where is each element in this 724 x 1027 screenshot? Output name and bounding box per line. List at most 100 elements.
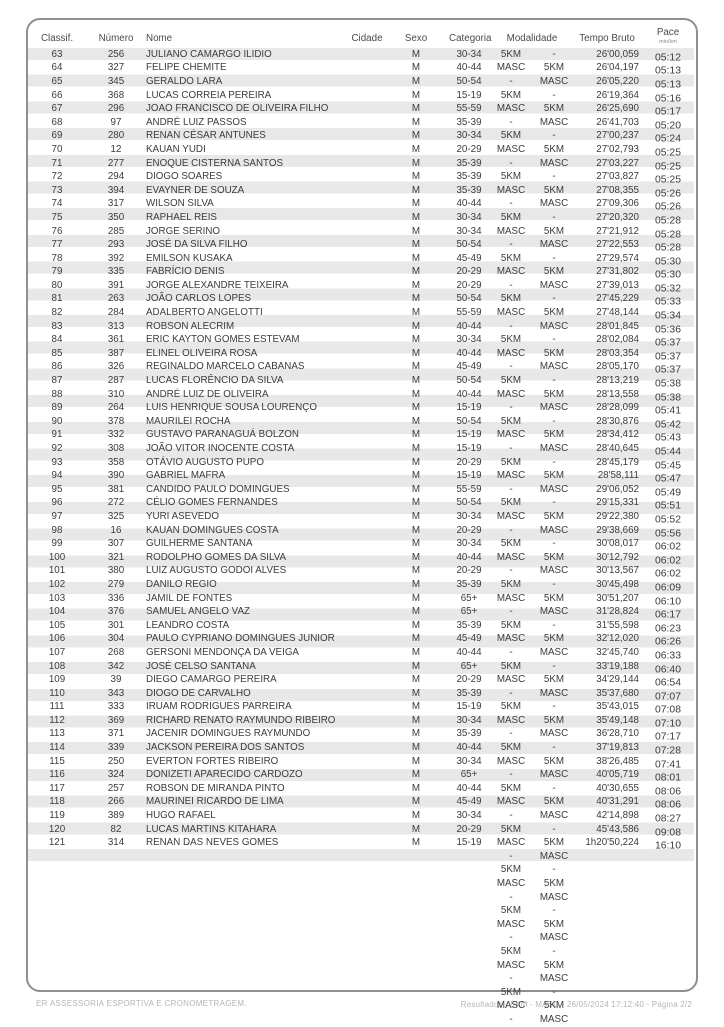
cell-modalidade: MASC 5KM bbox=[489, 511, 575, 523]
header-sexo: Sexo bbox=[404, 33, 428, 44]
cell-modalidade: MASC 5KM bbox=[489, 389, 575, 401]
modalidade-value-right: - bbox=[552, 578, 556, 590]
cell-modalidade: MASC 5KM bbox=[489, 919, 575, 931]
cell-modalidade: 5KM - bbox=[489, 824, 575, 836]
table-row: 89 264 LUIS HENRIQUE SOUSA LOURENÇO M 15-19-… bbox=[28, 401, 694, 417]
cell-sexo: M bbox=[411, 524, 421, 536]
modalidade-value-left: MASC bbox=[496, 592, 526, 604]
results-table: Classif. Número Nome Cidade Sexo Categor… bbox=[28, 18, 694, 1027]
cell-categoria: 15-19 bbox=[456, 470, 482, 482]
modalidade-value-left: MASC bbox=[496, 551, 526, 563]
modalidade-value-right: MASC bbox=[539, 402, 569, 414]
modalidade-value-left: MASC bbox=[496, 1000, 526, 1012]
cell-nome: ANDRÉ LUIZ PASSOS bbox=[146, 116, 247, 128]
cell-modalidade: 5KM - bbox=[489, 49, 575, 61]
modalidade-value-left: MASC bbox=[496, 347, 526, 359]
cell-nome: LUCAS CORREIA PEREIRA bbox=[146, 89, 272, 101]
cell-numero: 277 bbox=[107, 157, 125, 169]
cell-categoria: 15-19 bbox=[456, 429, 482, 441]
cell-pace: 05:56 bbox=[654, 528, 681, 540]
header-modalidade: Modalidade bbox=[506, 33, 558, 44]
cell-categoria: 35-39 bbox=[456, 687, 482, 699]
cell-modalidade: 5KM - bbox=[489, 293, 575, 305]
modalidade-value-right: 5KM bbox=[543, 633, 565, 645]
cell-categoria: 20-29 bbox=[456, 674, 482, 686]
modalidade-value-right: - bbox=[552, 252, 556, 264]
cell-tempo-bruto: 37'19,813 bbox=[596, 742, 639, 754]
modalidade-value-right: MASC bbox=[539, 850, 569, 862]
cell-sexo: M bbox=[411, 307, 421, 319]
modalidade-value-left: - bbox=[509, 320, 513, 332]
cell-numero: 342 bbox=[107, 660, 125, 672]
modalidade-value-right: MASC bbox=[539, 973, 569, 985]
cell-numero: 263 bbox=[107, 293, 125, 305]
cell-numero: 335 bbox=[107, 266, 125, 278]
modalidade-value-right: - bbox=[552, 945, 556, 957]
cell-categoria: 45-49 bbox=[456, 361, 482, 373]
cell-numero: 82 bbox=[110, 823, 122, 835]
table-row: 106 304 PAULO CYPRIANO DOMINGUES JUNIOR M 45… bbox=[28, 633, 694, 648]
cell-sexo: M bbox=[411, 470, 421, 482]
table-row: 102 279 DANILO REGIO M 35-39 5KM - 30'45,498 06:… bbox=[28, 578, 694, 594]
modalidade-value-left: MASC bbox=[496, 470, 526, 482]
cell-categoria: 30-34 bbox=[456, 130, 482, 142]
modalidade-value-right: 5KM bbox=[543, 510, 565, 522]
cell-nome: RAPHAEL REIS bbox=[146, 211, 217, 223]
cell-numero: 12 bbox=[110, 143, 122, 155]
table-card-border bbox=[26, 18, 698, 992]
table-overflow-row: - MASC bbox=[28, 1013, 694, 1027]
cell-pace: 05:51 bbox=[654, 500, 681, 512]
cell-modalidade: - MASC bbox=[489, 361, 575, 373]
cell-categoria: 65+ bbox=[460, 769, 478, 781]
cell-categoria: 55-59 bbox=[456, 103, 482, 115]
cell-classif: 69 bbox=[51, 130, 63, 142]
cell-nome: FABRÍCIO DENIS bbox=[146, 266, 225, 278]
cell-tempo-bruto: 29'15,331 bbox=[596, 497, 639, 509]
cell-tempo-bruto: 27'45,229 bbox=[596, 293, 639, 305]
cell-nome: ADALBERTO ANGELOTTI bbox=[146, 307, 263, 319]
modalidade-value-left: 5KM bbox=[500, 293, 522, 305]
cell-tempo-bruto: 26'04,197 bbox=[596, 62, 639, 74]
cell-classif: 87 bbox=[51, 375, 63, 387]
cell-nome: GUILHERME SANTANA bbox=[146, 538, 253, 550]
cell-numero: 97 bbox=[110, 116, 122, 128]
cell-tempo-bruto: 35'37,680 bbox=[596, 687, 639, 699]
cell-classif: 81 bbox=[51, 293, 63, 305]
cell-tempo-bruto: 27'21,912 bbox=[596, 225, 639, 237]
cell-categoria: 15-19 bbox=[456, 837, 482, 849]
header-pace-unit: min/km bbox=[659, 39, 677, 45]
modalidade-value-left: 5KM bbox=[500, 578, 522, 590]
cell-numero: 313 bbox=[107, 320, 125, 332]
cell-classif: 118 bbox=[49, 796, 65, 808]
cell-tempo-bruto: 30'08,017 bbox=[596, 538, 639, 550]
header-nome: Nome bbox=[146, 33, 173, 44]
cell-tempo-bruto: 1h20'50,224 bbox=[585, 837, 639, 849]
modalidade-value-left: - bbox=[509, 810, 513, 822]
cell-numero: 327 bbox=[107, 62, 125, 74]
cell-numero: 389 bbox=[107, 810, 125, 822]
cell-modalidade: - MASC bbox=[489, 892, 575, 904]
table-row: 81 263 JOÃO CARLOS LOPES M 50-54 5KM - 27'45,22… bbox=[28, 293, 694, 308]
table-row: 104 376 SAMUEL ANGELO VAZ M 65+ - MASC 31'28,82… bbox=[28, 605, 694, 621]
modalidade-value-left: 5KM bbox=[500, 742, 522, 754]
cell-numero: 294 bbox=[107, 171, 125, 183]
table-row: 64 327 FELIPE CHEMITE M 40-44 MASC 5KM 26'04,19… bbox=[28, 62, 694, 77]
cell-categoria: 35-39 bbox=[456, 157, 482, 169]
cell-modalidade: 5KM - bbox=[489, 90, 575, 102]
cell-sexo: M bbox=[411, 782, 421, 794]
cell-modalidade: 5KM - bbox=[489, 783, 575, 795]
modalidade-value-right: - bbox=[552, 986, 556, 998]
cell-numero: 343 bbox=[107, 687, 125, 699]
cell-modalidade: 5KM - bbox=[489, 864, 575, 876]
cell-modalidade: 5KM - bbox=[489, 742, 575, 754]
table-overflow-row: MASC 5KM bbox=[28, 1000, 694, 1014]
cell-classif: 75 bbox=[51, 211, 63, 223]
cell-modalidade: - MASC bbox=[489, 239, 575, 251]
cell-numero: 308 bbox=[107, 443, 125, 455]
table-overflow-row: 5KM - bbox=[28, 986, 694, 1000]
cell-classif: 68 bbox=[51, 116, 63, 128]
cell-categoria: 30-34 bbox=[456, 755, 482, 767]
cell-nome: KAUAN YUDI bbox=[146, 143, 206, 155]
cell-numero: 256 bbox=[107, 48, 125, 60]
cell-modalidade: - MASC bbox=[489, 1014, 575, 1026]
